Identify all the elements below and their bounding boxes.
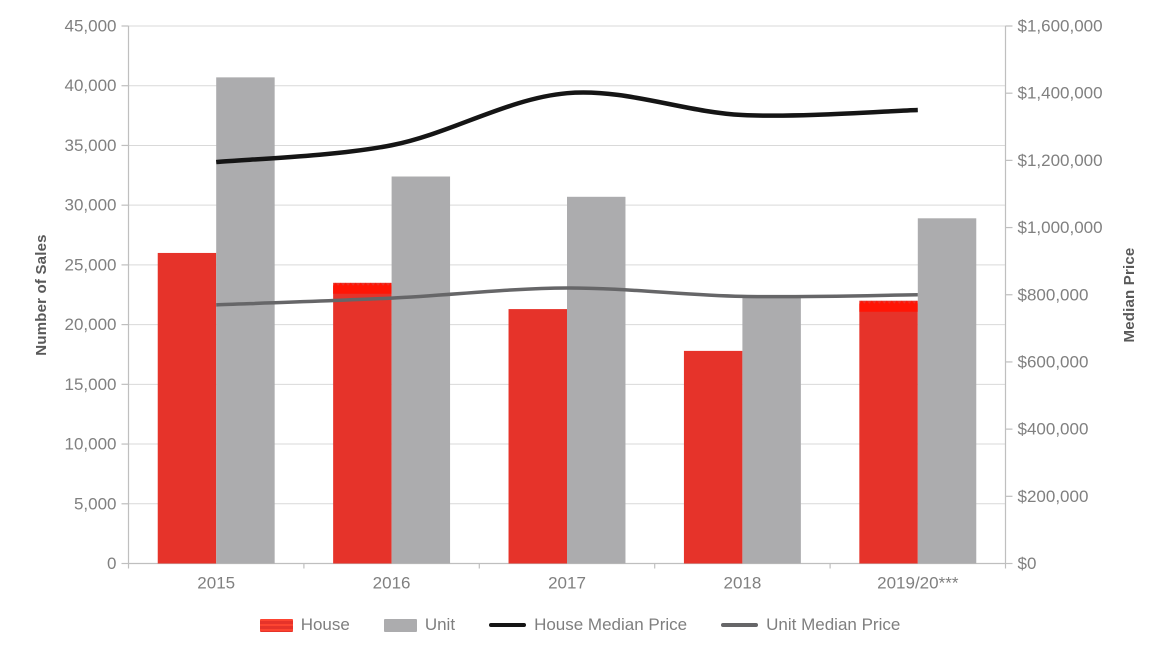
unit-median-price-swatch xyxy=(721,622,759,628)
house-bar-2018 xyxy=(683,350,743,564)
left-axis-tick-label: 15,000 xyxy=(65,375,117,394)
house-bar-hatch-cap xyxy=(859,300,918,312)
legend-label-unit-median-price: Unit Median Price xyxy=(766,615,901,634)
right-axis-tick-label: $600,000 xyxy=(1018,352,1089,371)
right-axis-title: Median Price xyxy=(1121,247,1138,343)
unit-bar-2015 xyxy=(216,77,275,564)
legend-item-house: House xyxy=(259,615,350,635)
left-axis-tick-label: 30,000 xyxy=(65,196,117,215)
left-axis-tick-label: 35,000 xyxy=(65,136,117,155)
chart-canvas: 0 5,000 10,000 15,000 20,000 25,000 30,000 35,0… xyxy=(65,17,1103,593)
left-axis-tick-label: 45,000 xyxy=(65,17,117,36)
house-bar-2019/20*** xyxy=(859,300,918,564)
unit-bar-2018 xyxy=(742,297,801,564)
legend-item-unit: Unit xyxy=(383,615,456,635)
x-axis-category-label: 2018 xyxy=(723,574,761,593)
legend-label-house-median-price: House Median Price xyxy=(534,615,688,634)
right-axis-tick-label: $0 xyxy=(1018,554,1037,573)
legend-item-unit-median-price: Unit Median Price xyxy=(721,615,900,635)
house-bar-2016 xyxy=(333,282,392,564)
unit-swatch xyxy=(383,618,417,632)
legend-label-unit: Unit xyxy=(424,615,456,634)
right-axis-tick-label: $800,000 xyxy=(1018,285,1089,304)
left-axis-tick-label: 0 xyxy=(107,554,116,573)
right-axis-tick-label: $1,200,000 xyxy=(1018,151,1103,170)
house-median-price-line xyxy=(215,90,918,165)
x-axis-category-label: 2015 xyxy=(197,574,235,593)
unit-median-price-line xyxy=(216,286,918,307)
right-axis-tick-label: $1,400,000 xyxy=(1018,84,1103,103)
house-bar-hatch-cap xyxy=(333,282,392,294)
left-axis-tick-label: 25,000 xyxy=(65,255,117,274)
left-axis-title: Number of Sales xyxy=(33,234,50,356)
x-axis-category-label: 2017 xyxy=(548,574,586,593)
left-axis-tick-label: 40,000 xyxy=(65,76,117,95)
legend: House Unit House Median Price Unit Median P… xyxy=(0,608,1160,642)
right-axis-tick-label: $400,000 xyxy=(1018,420,1089,439)
unit-bar-2019/20*** xyxy=(917,218,977,564)
house-median-price-swatch xyxy=(489,622,527,628)
house-bar-2015 xyxy=(157,252,217,564)
unit-bar-2016 xyxy=(391,176,451,564)
right-axis-tick-label: $200,000 xyxy=(1018,487,1089,506)
left-axis-tick-label: 5,000 xyxy=(74,494,117,513)
left-axis-tick-label: 20,000 xyxy=(65,315,117,334)
legend-item-house-median-price: House Median Price xyxy=(489,615,687,635)
right-axis-tick-label: $1,600,000 xyxy=(1018,17,1103,36)
house-swatch xyxy=(259,618,293,632)
legend-label-house: House xyxy=(300,615,350,634)
house-bar-2017 xyxy=(508,309,567,564)
x-axis-category-label: 2016 xyxy=(373,574,411,593)
x-axis-category-label: 2019/20*** xyxy=(877,574,959,593)
right-axis-tick-label: $1,000,000 xyxy=(1018,218,1103,237)
unit-bar-2017 xyxy=(567,196,626,564)
left-axis-tick-label: 10,000 xyxy=(65,435,117,454)
